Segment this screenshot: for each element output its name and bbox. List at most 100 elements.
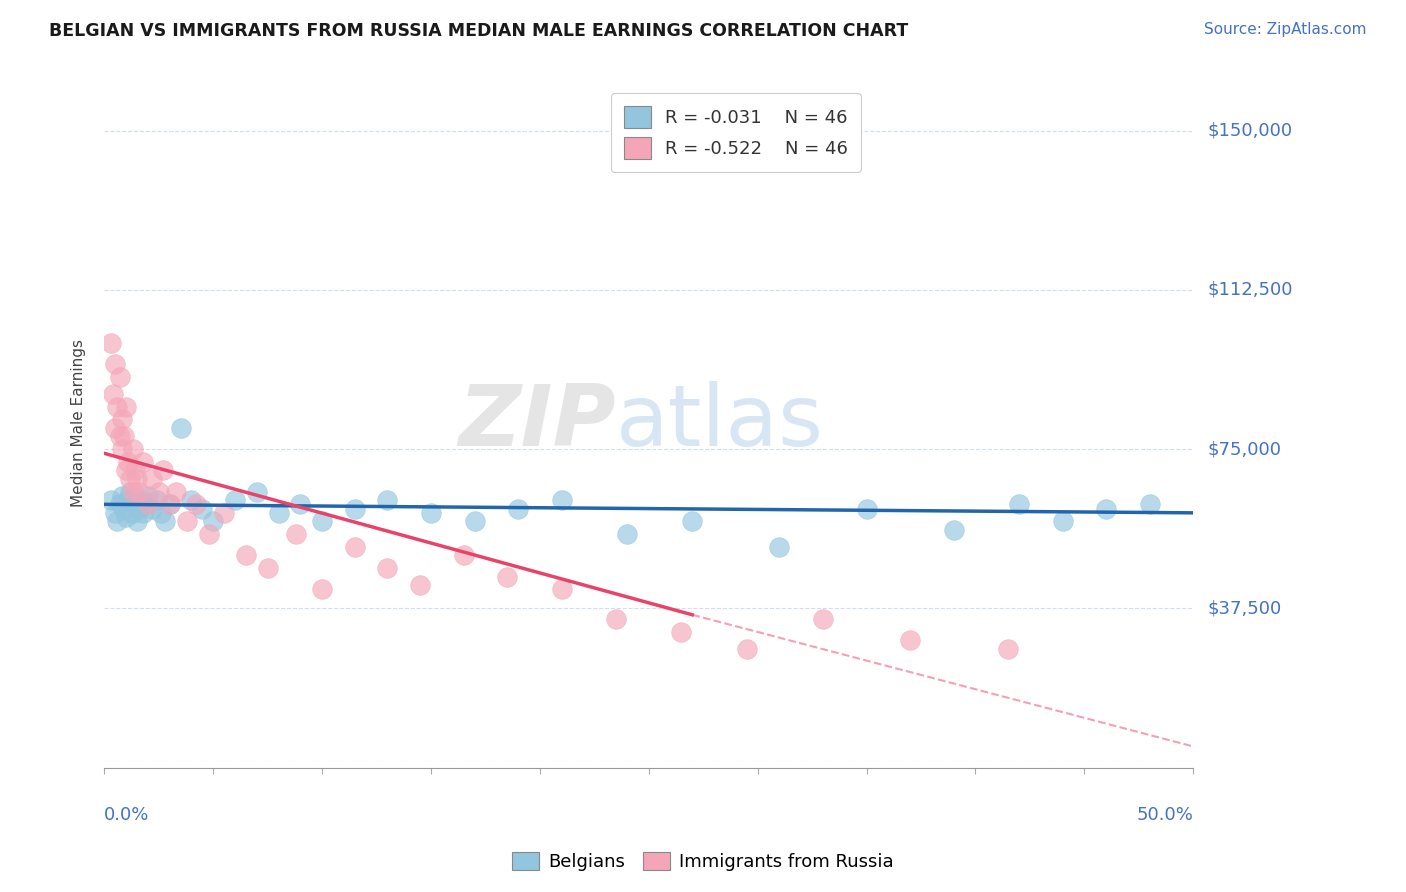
Text: atlas: atlas: [616, 381, 824, 464]
Point: [235, 549, 257, 563]
Point: [311, 514, 333, 528]
Point: [246, 484, 269, 499]
Point: [496, 569, 519, 583]
Point: [768, 540, 790, 554]
Point: [409, 578, 432, 592]
Y-axis label: Median Male Earnings: Median Male Earnings: [72, 339, 86, 507]
Point: [198, 527, 221, 541]
Point: [420, 506, 443, 520]
Point: [671, 624, 693, 639]
Point: [100, 335, 122, 350]
Point: [121, 442, 143, 456]
Point: [290, 497, 312, 511]
Point: [135, 497, 157, 511]
Point: [128, 484, 150, 499]
Text: $37,500: $37,500: [1208, 599, 1281, 617]
Point: [212, 506, 235, 520]
Point: [165, 484, 187, 499]
Text: ZIP: ZIP: [458, 381, 616, 464]
Point: [125, 472, 148, 486]
Point: [898, 633, 921, 648]
Point: [101, 387, 124, 401]
Point: [121, 506, 143, 520]
Point: [136, 489, 159, 503]
Point: [117, 493, 139, 508]
Point: [224, 493, 246, 508]
Text: $112,500: $112,500: [1208, 281, 1292, 299]
Point: [284, 527, 307, 541]
Point: [105, 514, 128, 528]
Point: [1139, 497, 1161, 511]
Point: [117, 455, 139, 469]
Point: [1052, 514, 1074, 528]
Point: [202, 514, 225, 528]
Point: [108, 497, 131, 511]
Point: [159, 497, 181, 511]
Point: [343, 501, 366, 516]
Point: [506, 501, 529, 516]
Point: [124, 497, 146, 511]
Point: [159, 497, 181, 511]
Point: [120, 472, 142, 486]
Point: [132, 506, 155, 520]
Point: [152, 463, 174, 477]
Point: [105, 400, 128, 414]
Point: [1095, 501, 1118, 516]
Point: [131, 493, 153, 508]
Point: [112, 429, 135, 443]
Point: [108, 370, 131, 384]
Point: [463, 514, 485, 528]
Point: [176, 514, 198, 528]
Point: [550, 493, 572, 508]
Legend: Belgians, Immigrants from Russia: Belgians, Immigrants from Russia: [505, 845, 901, 879]
Point: [191, 501, 214, 516]
Point: [128, 501, 150, 516]
Text: Source: ZipAtlas.com: Source: ZipAtlas.com: [1204, 22, 1367, 37]
Point: [132, 455, 155, 469]
Point: [104, 421, 127, 435]
Point: [256, 561, 278, 575]
Point: [311, 582, 333, 597]
Point: [115, 510, 138, 524]
Text: 50.0%: 50.0%: [1136, 805, 1194, 823]
Point: [267, 506, 290, 520]
Point: [111, 489, 134, 503]
Point: [377, 493, 399, 508]
Point: [453, 549, 475, 563]
Point: [148, 484, 170, 499]
Point: [997, 641, 1019, 656]
Point: [616, 527, 638, 541]
Point: [136, 497, 159, 511]
Point: [681, 514, 703, 528]
Point: [115, 463, 138, 477]
Point: [120, 484, 142, 499]
Point: [104, 506, 127, 520]
Point: [184, 497, 207, 511]
Text: BELGIAN VS IMMIGRANTS FROM RUSSIA MEDIAN MALE EARNINGS CORRELATION CHART: BELGIAN VS IMMIGRANTS FROM RUSSIA MEDIAN…: [49, 22, 908, 40]
Point: [343, 540, 366, 554]
Point: [155, 514, 177, 528]
Point: [550, 582, 572, 597]
Point: [942, 523, 965, 537]
Point: [121, 484, 143, 499]
Text: $150,000: $150,000: [1208, 121, 1292, 139]
Point: [115, 400, 138, 414]
Legend: R = -0.031    N = 46, R = -0.522    N = 46: R = -0.031 N = 46, R = -0.522 N = 46: [612, 94, 860, 172]
Point: [180, 493, 202, 508]
Point: [108, 429, 131, 443]
Point: [1008, 497, 1031, 511]
Point: [145, 493, 167, 508]
Point: [100, 493, 122, 508]
Point: [111, 442, 134, 456]
Point: [605, 612, 627, 626]
Point: [124, 463, 146, 477]
Point: [141, 472, 163, 486]
Point: [141, 501, 163, 516]
Point: [112, 501, 135, 516]
Point: [855, 501, 877, 516]
Point: [377, 561, 399, 575]
Point: [149, 506, 172, 520]
Point: [735, 641, 758, 656]
Point: [811, 612, 834, 626]
Text: 0.0%: 0.0%: [104, 805, 149, 823]
